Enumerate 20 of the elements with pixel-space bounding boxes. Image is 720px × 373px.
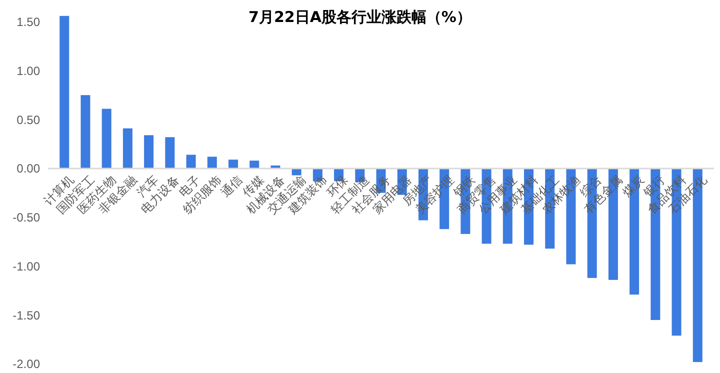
bar [186,154,196,168]
y-tick-label: 0.50 [16,112,40,127]
bar [102,108,112,168]
bar [292,168,302,176]
y-tick-label: 1.00 [16,64,40,78]
bar [80,95,90,168]
bar [165,137,175,168]
y-tick-label: 0.00 [16,162,40,176]
y-tick-label: -0.50 [12,210,40,225]
bar [250,160,260,168]
bar [144,135,154,168]
y-tick-label: 1.50 [16,14,40,29]
y-tick-label: -1.50 [12,308,40,322]
bar [228,160,238,168]
y-tick-label: -2.00 [12,357,40,372]
bar [207,156,217,168]
bar [122,128,132,168]
chart-title: 7月22日A股各行业涨跌幅（%） [248,8,472,26]
bar [60,16,70,168]
y-tick-label: -1.00 [12,259,40,274]
